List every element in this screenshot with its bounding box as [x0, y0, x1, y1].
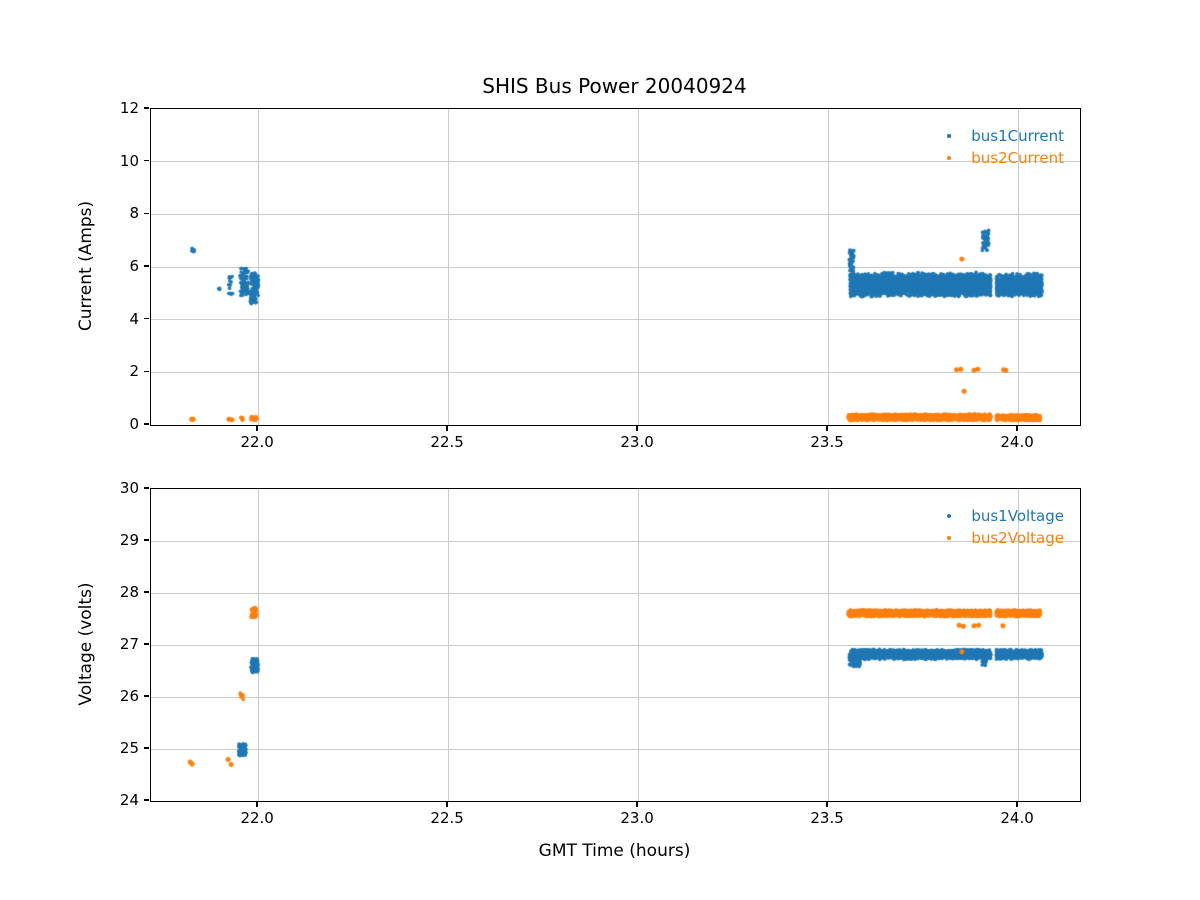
voltage-scatter-canvas [151, 489, 1080, 801]
tick-mark [144, 695, 149, 697]
voltage-legend: bus1Voltage bus2Voltage [947, 505, 1064, 549]
tick-mark [144, 487, 149, 489]
current-y-axis-label: Current (Amps) [76, 200, 96, 332]
current-axes: bus1Current bus2Current [150, 108, 1081, 426]
legend-marker-icon [947, 514, 952, 518]
x-tick-label: 22.0 [240, 433, 274, 451]
x-tick-label: 23.0 [620, 433, 654, 451]
tick-mark [1016, 426, 1018, 431]
x-tick-label: 23.5 [810, 433, 844, 451]
tick-mark [1016, 802, 1018, 807]
legend-label: bus2Voltage [971, 529, 1064, 547]
x-tick-label: 24.0 [1000, 433, 1034, 451]
y-tick-label: 10 [119, 151, 139, 170]
legend-item: bus2Current [947, 147, 1064, 169]
x-tick-label: 22.0 [240, 809, 274, 827]
y-tick-label: 4 [129, 309, 139, 328]
tick-mark [636, 426, 638, 431]
y-tick-label: 25 [119, 739, 139, 757]
legend-label: bus1Voltage [971, 507, 1064, 525]
tick-mark [144, 212, 149, 215]
tick-mark [144, 107, 149, 109]
x-tick-label: 22.5 [430, 809, 464, 827]
tick-mark [826, 802, 828, 807]
chart-title: SHIS Bus Power 20040924 [482, 74, 747, 98]
voltage-y-axis-label: Voltage (volts) [76, 582, 96, 706]
y-tick-label: 24 [119, 791, 139, 809]
x-tick-label: 22.5 [430, 433, 464, 451]
y-tick-label: 0 [129, 415, 139, 433]
tick-mark [144, 317, 149, 320]
legend-marker-icon [947, 536, 952, 540]
y-tick-label: 12 [119, 99, 139, 117]
x-tick-label: 23.0 [620, 809, 654, 827]
tick-mark [144, 423, 149, 425]
current-scatter-canvas [151, 109, 1080, 425]
tick-mark [144, 539, 149, 541]
y-tick-label: 2 [129, 362, 139, 381]
tick-mark [144, 159, 149, 162]
x-tick-label: 23.5 [810, 809, 844, 827]
tick-mark [446, 802, 448, 807]
tick-mark [144, 265, 149, 267]
tick-mark [446, 426, 448, 431]
current-legend: bus1Current bus2Current [947, 125, 1064, 169]
legend-label: bus2Current [971, 149, 1064, 167]
legend-item: bus1Current [947, 125, 1064, 147]
tick-mark [144, 591, 149, 593]
legend-marker-icon [947, 134, 952, 138]
tick-mark [256, 426, 258, 431]
y-tick-label: 27 [119, 635, 139, 653]
tick-mark [144, 370, 149, 373]
tick-mark [144, 747, 149, 749]
legend-item: bus1Voltage [947, 505, 1064, 527]
legend-marker-icon [947, 156, 952, 160]
tick-mark [144, 799, 149, 801]
tick-mark [144, 643, 149, 645]
y-tick-label: 8 [129, 204, 139, 223]
legend-item: bus2Voltage [947, 527, 1064, 549]
tick-mark [826, 426, 828, 431]
legend-label: bus1Current [971, 127, 1064, 145]
x-tick-label: 24.0 [1000, 809, 1034, 827]
x-axis-label: GMT Time (hours) [538, 841, 691, 861]
tick-mark [256, 802, 258, 807]
y-tick-label: 28 [119, 583, 139, 601]
y-tick-label: 29 [119, 531, 139, 549]
voltage-axes: bus1Voltage bus2Voltage [150, 488, 1081, 802]
y-tick-label: 30 [119, 479, 139, 497]
y-tick-label: 26 [119, 687, 139, 705]
y-tick-label: 6 [129, 257, 139, 275]
tick-mark [636, 802, 638, 807]
